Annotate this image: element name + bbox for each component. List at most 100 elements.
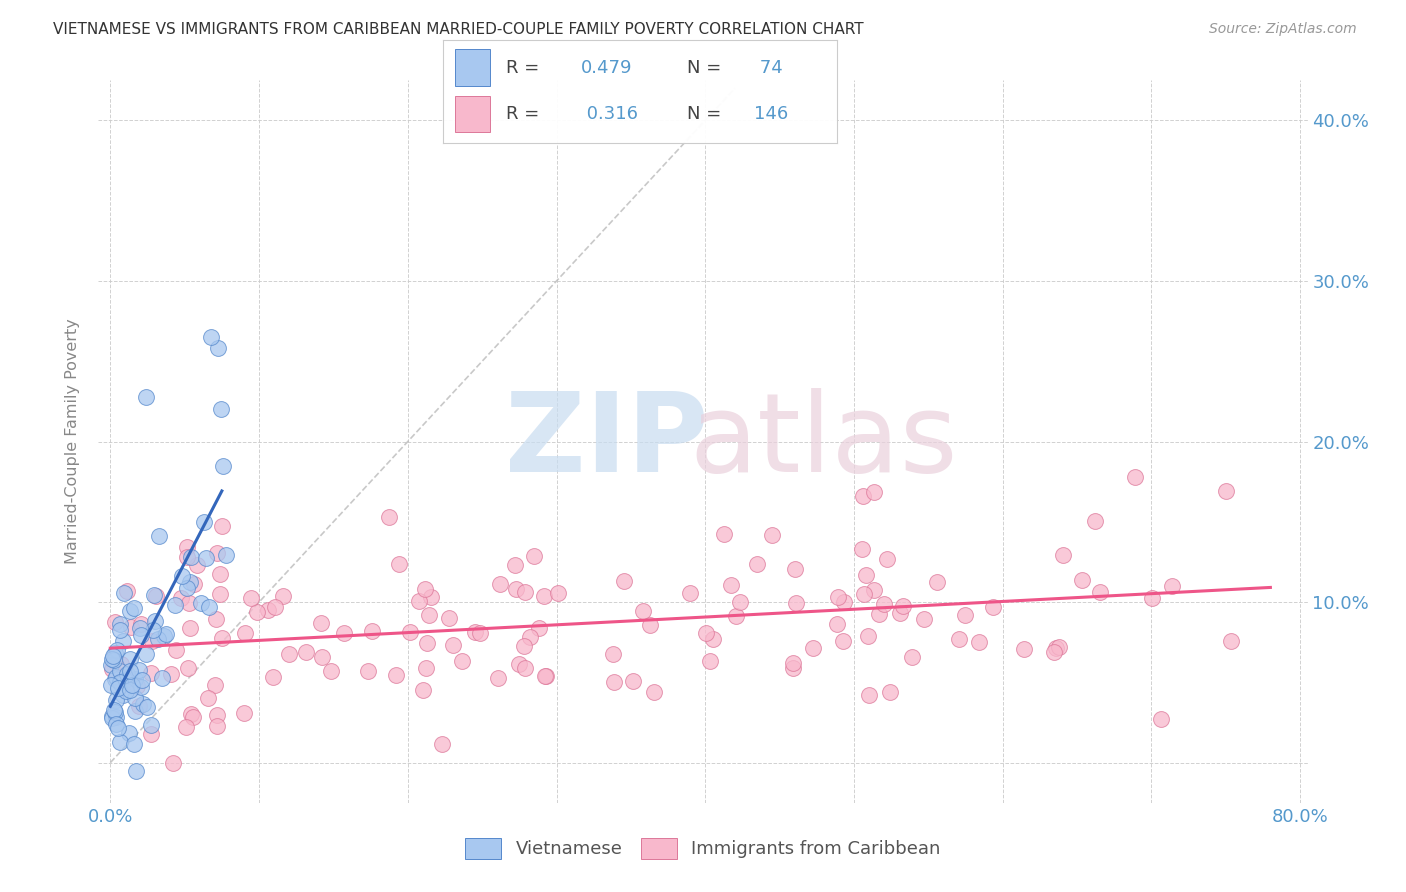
Point <box>205 719 228 733</box>
Point <box>1161 579 1184 593</box>
Point <box>858 629 880 643</box>
Point <box>508 657 530 672</box>
Point <box>111 688 134 702</box>
Point <box>100 678 122 692</box>
Point <box>110 735 132 749</box>
Point <box>108 623 131 637</box>
Point <box>207 546 229 560</box>
Point <box>108 676 131 690</box>
Point <box>413 582 436 596</box>
Point <box>143 614 166 628</box>
Point <box>112 670 135 684</box>
Text: N =: N = <box>688 105 727 123</box>
Point <box>209 402 232 417</box>
Text: 74: 74 <box>754 59 783 77</box>
Point <box>388 558 411 572</box>
Point <box>129 628 152 642</box>
Point <box>262 670 284 684</box>
Point <box>103 703 125 717</box>
Point <box>602 675 624 690</box>
Point <box>135 390 157 404</box>
Point <box>124 691 146 706</box>
Point <box>825 616 848 631</box>
Point <box>204 678 226 692</box>
Point <box>118 652 141 666</box>
Point <box>1220 634 1243 648</box>
Point <box>104 615 127 629</box>
Point <box>114 673 136 688</box>
Point <box>1123 470 1146 484</box>
Point <box>408 594 430 608</box>
Bar <box>454 49 491 87</box>
Point <box>612 574 634 588</box>
Text: N =: N = <box>688 59 727 77</box>
Text: atlas: atlas <box>690 388 957 495</box>
Point <box>155 627 177 641</box>
Point <box>271 589 294 603</box>
Point <box>418 607 440 622</box>
Text: ZIP: ZIP <box>505 388 709 495</box>
Point <box>108 616 131 631</box>
Point <box>141 718 163 732</box>
Point <box>162 756 184 770</box>
Point <box>205 612 228 626</box>
Point <box>107 722 129 736</box>
Point <box>160 667 183 681</box>
Point <box>233 625 256 640</box>
Point <box>131 673 153 687</box>
Point <box>128 699 150 714</box>
Point <box>197 690 219 705</box>
Point <box>103 653 125 667</box>
Point <box>183 577 205 591</box>
Point <box>104 710 127 724</box>
Point <box>1052 548 1074 562</box>
Point <box>832 634 855 648</box>
Point <box>128 663 150 677</box>
Point <box>513 640 536 654</box>
Point <box>1084 514 1107 528</box>
Point <box>1140 591 1163 606</box>
Point <box>108 675 131 690</box>
Point <box>180 549 202 564</box>
Point <box>233 706 256 721</box>
Point <box>212 458 235 473</box>
Point <box>441 638 464 652</box>
Point <box>257 602 280 616</box>
Point <box>533 668 555 682</box>
Point <box>143 588 166 602</box>
Point <box>1090 585 1112 599</box>
Point <box>416 636 439 650</box>
Point <box>121 678 143 692</box>
Point <box>127 679 149 693</box>
Point <box>207 342 229 356</box>
Point <box>357 664 380 678</box>
Point <box>912 612 935 626</box>
Point <box>211 518 233 533</box>
Text: VIETNAMESE VS IMMIGRANTS FROM CARIBBEAN MARRIED-COUPLE FAMILY POVERTY CORRELATIO: VIETNAMESE VS IMMIGRANTS FROM CARIBBEAN … <box>53 22 865 37</box>
Point <box>141 634 163 648</box>
Point <box>264 599 287 614</box>
Point <box>879 684 901 698</box>
Point <box>110 657 132 671</box>
Bar <box>454 95 491 132</box>
Point <box>104 670 127 684</box>
Point <box>464 625 486 640</box>
Point <box>150 671 173 685</box>
Point <box>211 632 233 646</box>
Point <box>1042 645 1064 659</box>
Point <box>104 672 127 686</box>
Point <box>1012 641 1035 656</box>
Point <box>761 528 783 542</box>
Point <box>1045 640 1067 655</box>
Point <box>852 489 875 503</box>
Point <box>181 710 204 724</box>
Point <box>148 529 170 543</box>
Point <box>529 621 551 635</box>
Point <box>136 700 159 714</box>
Point <box>695 626 717 640</box>
Point <box>101 708 124 723</box>
Point <box>118 682 141 697</box>
Point <box>720 578 742 592</box>
Point <box>145 590 167 604</box>
Point <box>135 647 157 661</box>
